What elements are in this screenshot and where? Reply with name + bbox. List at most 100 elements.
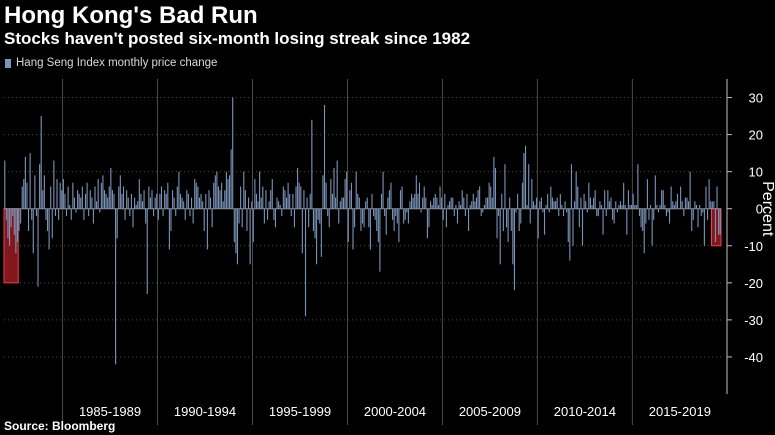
bar (72, 182, 74, 209)
bar (172, 190, 174, 209)
bar (50, 186, 52, 209)
bar (683, 208, 685, 217)
bar (328, 208, 330, 228)
bar (300, 186, 302, 209)
bar (338, 208, 340, 224)
bar (626, 208, 628, 235)
bar (619, 201, 622, 209)
bar (160, 186, 163, 209)
bar (542, 208, 544, 213)
y-tick-label: -20 (744, 276, 763, 291)
bar (361, 208, 364, 224)
legend-swatch (5, 58, 11, 68)
bar (369, 208, 371, 250)
bar (81, 186, 83, 209)
bar (448, 201, 451, 209)
bar (110, 167, 112, 209)
bar (198, 197, 201, 209)
bar (464, 208, 466, 217)
bar (290, 208, 292, 217)
bar (146, 208, 148, 294)
bar (330, 179, 332, 209)
source-note: Source: Bloomberg (4, 419, 116, 433)
bar (513, 208, 516, 291)
bar (384, 208, 386, 217)
bar (118, 186, 120, 209)
bar (35, 208, 38, 217)
bar (266, 208, 269, 220)
bar (46, 208, 49, 231)
bar (718, 208, 720, 235)
bar (241, 208, 243, 228)
bar (436, 197, 438, 209)
bar (536, 197, 538, 209)
bar (312, 208, 314, 231)
bar (270, 190, 272, 209)
bar (642, 208, 644, 231)
bar (92, 208, 94, 224)
y-tick-label: -10 (744, 239, 763, 254)
bar (439, 186, 441, 209)
bar (282, 186, 284, 209)
bar (339, 201, 341, 209)
bar (21, 186, 23, 209)
bar (460, 205, 462, 209)
bar (175, 208, 177, 217)
bar (529, 208, 531, 224)
bar (219, 190, 221, 209)
y-tick-label: 10 (749, 165, 763, 180)
bar (504, 164, 506, 209)
bar (409, 201, 411, 209)
bar (202, 201, 204, 209)
bar (488, 182, 490, 209)
bar (686, 197, 688, 209)
bar (403, 208, 405, 224)
bar (374, 208, 376, 220)
bar (159, 193, 161, 209)
bar (252, 208, 254, 243)
bar (670, 186, 672, 209)
bar (596, 208, 598, 217)
bar (455, 205, 457, 209)
bar (561, 205, 563, 209)
bar (498, 208, 500, 217)
bar (705, 186, 707, 209)
bar (285, 197, 288, 209)
bar (433, 197, 435, 209)
bar (681, 201, 683, 209)
bar (132, 208, 134, 228)
bar (695, 205, 698, 209)
bar (645, 208, 647, 224)
bar (108, 186, 110, 209)
bar (684, 197, 686, 209)
bar (127, 197, 129, 209)
bar (610, 197, 612, 209)
bar (164, 190, 166, 209)
bar (706, 208, 709, 220)
bar (621, 205, 623, 209)
bar (130, 193, 132, 209)
bar (469, 205, 471, 209)
bar (547, 193, 549, 209)
bar (268, 201, 270, 209)
bar (708, 179, 710, 209)
bar (56, 179, 58, 209)
bar (613, 208, 615, 224)
bar (238, 208, 240, 224)
bar (567, 208, 569, 243)
bar (415, 175, 417, 209)
bar (662, 190, 664, 209)
bar (548, 208, 550, 213)
bar (235, 208, 237, 254)
bar (246, 208, 248, 231)
bar (31, 208, 33, 220)
bar (694, 201, 696, 209)
bar (191, 197, 193, 209)
bar (414, 193, 416, 209)
bar (659, 205, 661, 209)
bar (634, 205, 636, 209)
bar (631, 205, 633, 209)
bar (115, 208, 117, 365)
legend-label: Hang Seng Index monthly price change (16, 57, 218, 69)
bar (122, 186, 125, 209)
